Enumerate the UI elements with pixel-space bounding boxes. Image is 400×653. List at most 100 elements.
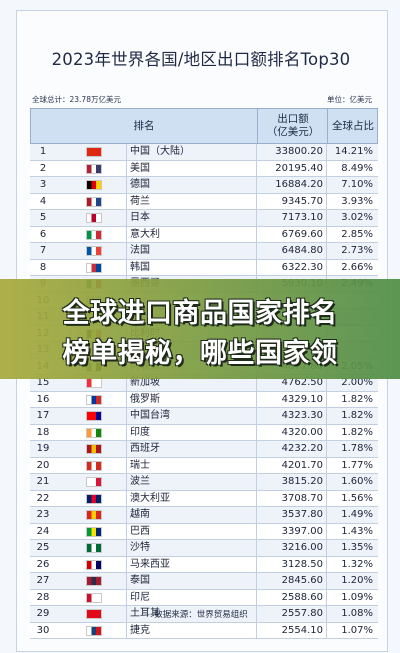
rank-number: 18 [36,426,50,438]
rank-number: 15 [36,377,50,388]
global-total-value: 23.78万亿美元 [69,95,121,104]
export-value: 16884.20 [256,177,327,193]
country-name: 沙特 [126,540,256,556]
country-name: 日本 [126,210,256,226]
country-name: 韩国 [126,259,256,275]
table-row: 15 新加坡 4762.50 2.00% [30,375,378,392]
export-value: 7173.10 [256,210,327,226]
rank-number: 1 [39,146,47,157]
table-row: 2 美国 20195.40 8.49% [30,160,378,177]
global-share: 2.66% [326,259,377,275]
table-row: 21 波兰 3815.20 1.60% [30,474,378,491]
country-name: 巴西 [126,523,256,539]
table-row: 26 马来西亚 3128.50 1.32% [30,556,378,573]
export-value: 3128.50 [256,556,327,572]
unit-note: 单位：亿美元 [327,94,372,105]
export-value: 3708.70 [256,490,327,506]
export-value: 6484.80 [256,243,327,259]
export-value: 4323.30 [256,408,327,424]
country-name: 瑞士 [126,457,256,473]
table-row: 16 俄罗斯 4329.10 1.82% [30,391,378,408]
rank-number: 5 [39,212,47,223]
rank-number: 16 [36,393,50,405]
global-share: 14.21% [326,144,377,160]
flag-icon [86,543,102,553]
flag-icon [86,246,102,256]
table-row: 17 中国台湾 4323.30 1.82% [30,408,378,425]
flag-icon [86,510,102,520]
rank-number: 2 [39,162,47,174]
country-name: 印度 [126,424,256,440]
export-value: 20195.40 [256,160,327,176]
table-row: 30 捷克 2554.10 1.07% [30,622,378,639]
rank-number: 27 [36,575,50,586]
source-note: 数据来源：世界贸易组织 [154,610,248,620]
country-name: 印尼 [126,589,256,605]
country-name: 荷兰 [126,193,256,209]
rank-number: 3 [39,179,47,190]
country-name: 中国（大陆） [126,144,256,160]
global-share: 1.82% [326,391,377,407]
table-row: 7 法国 6484.80 2.73% [30,243,378,260]
export-value: 3216.00 [256,540,327,556]
table-row: 20 瑞士 4201.70 1.77% [30,457,378,474]
banner-line-2: 榜单揭秘，哪些国家领 [62,338,338,369]
export-value: 4201.70 [256,457,327,473]
flag-icon [86,213,102,223]
table-row: 4 荷兰 9345.70 3.93% [30,193,378,210]
global-total: 全球总计：23.78万亿美元 [32,94,121,105]
table-row: 23 越南 3537.80 1.49% [30,507,378,524]
global-share: 3.02% [326,210,377,226]
global-share: 1.35% [326,540,377,556]
header-rank: 排名 [133,119,155,132]
export-value: 4329.10 [256,391,327,407]
flag-icon [86,427,102,438]
flag-icon [86,609,102,619]
global-share: 2.00% [326,375,377,391]
global-share: 1.78% [326,441,377,457]
flag-icon [86,378,102,388]
header-export-line1: 出口额 [277,113,309,125]
flag-icon [86,576,102,586]
table-header: 排名 出口额 （亿美元） 全球占比 [30,108,378,144]
country-name: 意大利 [126,226,256,242]
table-row: 5 日本 7173.10 3.02% [30,210,378,227]
flag-icon [86,262,102,273]
rank-number: 29 [36,608,50,619]
overlay-banner: 全球进口商品国家排名 榜单揭秘，哪些国家领 [0,279,400,379]
global-share: 2.85% [326,226,377,242]
export-value: 6769.60 [256,226,327,242]
global-share: 1.07% [326,622,377,638]
country-name: 新加坡 [126,375,256,391]
table-row: 3 德国 16884.20 7.10% [30,177,378,194]
table-row: 18 印度 4320.00 1.82% [30,424,378,441]
global-total-label: 全球总计： [32,95,70,104]
rank-number: 7 [39,245,47,256]
global-share: 3.93% [326,193,377,209]
rank-number: 26 [36,558,50,570]
global-share: 1.82% [326,424,377,440]
export-value: 3815.20 [256,474,327,490]
table-row: 6 意大利 6769.60 2.85% [30,226,378,243]
export-value: 3537.80 [256,507,327,523]
rank-number: 17 [36,410,50,421]
rank-number: 6 [39,228,47,240]
rank-number: 8 [39,261,47,273]
rank-number: 21 [36,476,50,487]
table-row: 24 巴西 3397.00 1.43% [30,523,378,540]
export-value: 2554.10 [256,622,327,638]
table-body: 1 中国（大陆） 33800.20 14.21% 2 美国 20195.40 8.49% 3 德国… [30,144,378,639]
rank-number: 22 [36,492,50,504]
header-share: 全球占比 [327,109,378,143]
country-name: 西班牙 [126,441,256,457]
global-share: 1.20% [326,573,377,589]
rank-number: 19 [36,443,50,454]
table-row: 22 澳大利亚 3708.70 1.56% [30,490,378,507]
export-value: 9345.70 [256,193,327,209]
flag-icon [86,559,102,570]
global-share: 1.77% [326,457,377,473]
country-name: 马来西亚 [126,556,256,572]
export-value: 4320.00 [256,424,327,440]
flag-icon [86,229,102,240]
rank-number: 28 [36,591,50,603]
